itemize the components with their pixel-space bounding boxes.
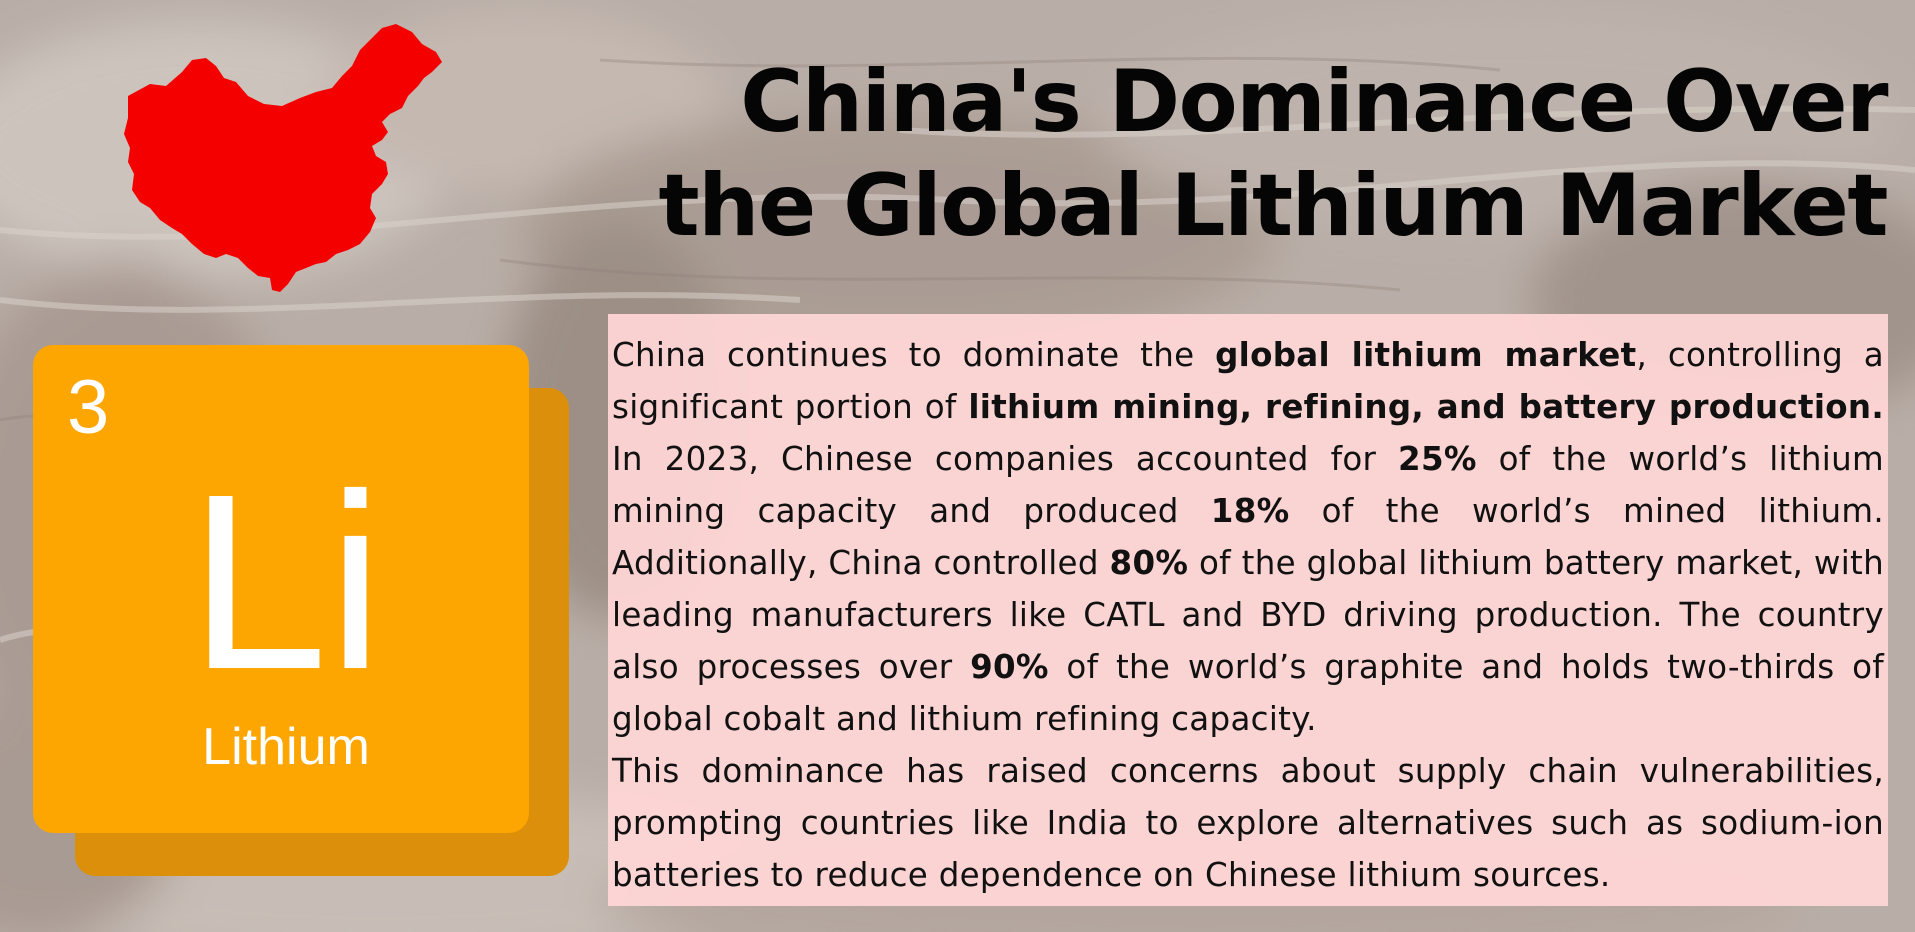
bold-segment: 18% bbox=[1210, 492, 1290, 530]
bold-segment: 25% bbox=[1398, 440, 1477, 478]
text-segment: of the world’s graphite and holds two-th… bbox=[612, 648, 1885, 738]
bold-segment: global lithium market bbox=[1215, 336, 1637, 374]
text-segment: , controlling a significant portion of bbox=[612, 336, 1884, 426]
china-map-icon bbox=[124, 24, 442, 292]
text-segment: of the world’s mined lithium. Additional… bbox=[612, 492, 1884, 582]
paragraph-two: This dominance has raised concerns about… bbox=[612, 752, 1884, 894]
text-segment: of the global lithium battery market, wi… bbox=[612, 544, 1884, 686]
element-name: Lithium bbox=[202, 718, 370, 776]
bold-segment: lithium mining, refining, and battery pr… bbox=[968, 388, 1884, 426]
element-symbol: Li bbox=[188, 442, 384, 721]
page-title: China's Dominance Over the Global Lithiu… bbox=[658, 52, 1889, 256]
paragraph-one: China continues to dominate the global l… bbox=[612, 329, 1884, 745]
text-segment: of the world’s lithium mining capacity a… bbox=[612, 440, 1884, 530]
text-segment: China continues to dominate the bbox=[612, 336, 1216, 374]
bold-segment: 80% bbox=[1109, 544, 1189, 582]
description-panel: China continues to dominate the global l… bbox=[608, 314, 1888, 906]
text-segment: In 2023, Chinese companies accounted for bbox=[612, 440, 1399, 478]
atomic-number: 3 bbox=[67, 365, 110, 450]
lithium-element-tile: 3 Li Lithium bbox=[33, 345, 529, 833]
bold-segment: 90% bbox=[970, 648, 1049, 686]
